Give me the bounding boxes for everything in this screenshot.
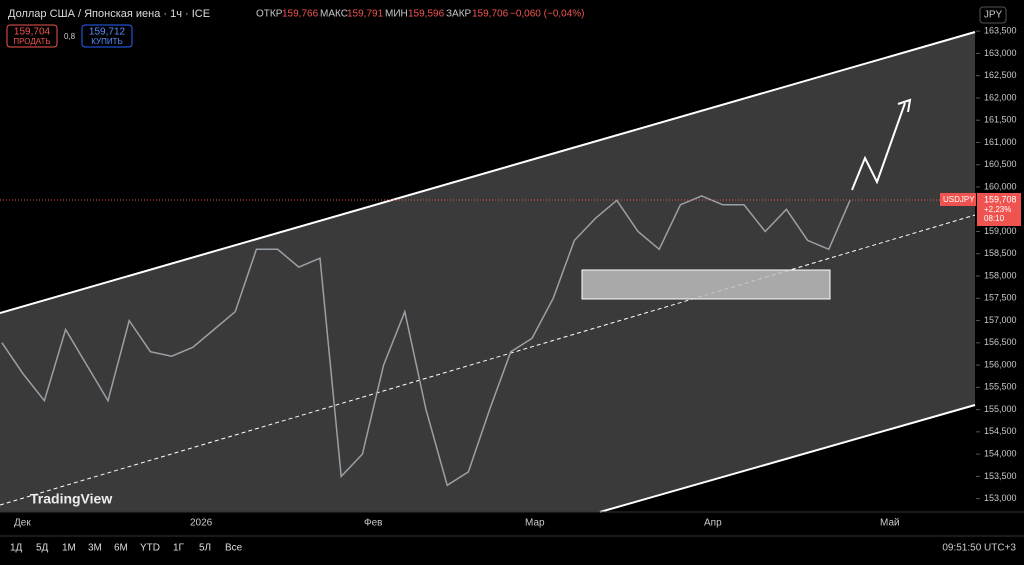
range-button[interactable]: 1Д — [10, 543, 23, 554]
y-tick-label: 155,000 — [984, 404, 1017, 414]
change: −0,060 (−0,04%) — [510, 9, 585, 20]
ohlc-value: 159,791 — [347, 9, 384, 20]
y-tick-label: 161,500 — [984, 115, 1017, 125]
x-label: Мар — [525, 518, 545, 529]
axis: 153,000 153,500 154,000 154,500 155,000 155,5… — [976, 26, 1017, 503]
symbol-label: USDJPY — [943, 195, 975, 204]
y-tick-label: 156,000 — [984, 359, 1017, 369]
toolbar: 1Д 5Д 1М 3М 6М YTD 1Г 5Л Все — [10, 543, 243, 554]
ohlc-value: 159,706 — [472, 9, 509, 20]
last-price-label: 159,708 — [984, 194, 1017, 204]
buy-label: КУПИТЬ — [91, 37, 122, 46]
y-tick-label: 157,000 — [984, 315, 1017, 325]
forecast-arrow — [851, 102, 906, 191]
currency-button[interactable] — [979, 6, 1007, 24]
range-button[interactable]: 3М — [88, 543, 102, 554]
y-tick-label: 161,000 — [984, 137, 1017, 147]
y-tick-label: 154,500 — [984, 426, 1017, 436]
ohlc-label: ЗАКР — [446, 9, 472, 20]
y-tick-label: 157,500 — [984, 293, 1017, 303]
y-tick-label: 153,500 — [984, 471, 1017, 481]
symbol: Доллар США / Японская иена · 1ч · ICE — [8, 8, 210, 20]
brand: TradingView — [30, 491, 112, 507]
x-label: Апр — [704, 518, 722, 529]
ohlc-value: 159,766 — [282, 9, 319, 20]
ohlc-label: ОТКР — [256, 9, 283, 20]
range-button[interactable]: 6М — [114, 543, 128, 554]
y-tick-label: 156,500 — [984, 337, 1017, 347]
x-label: Май — [880, 518, 900, 529]
symbol-tag — [940, 192, 976, 206]
y-tick-label: 160,500 — [984, 159, 1017, 169]
range-button[interactable]: 1М — [62, 543, 76, 554]
y-tick-label: 162,000 — [984, 92, 1017, 102]
y-tick-label: 160,000 — [984, 181, 1017, 191]
last-change: +2,23% — [984, 205, 1011, 214]
last-price-tag — [977, 192, 1021, 226]
y-tick-label: 159,000 — [984, 226, 1017, 236]
buy-price: 159,712 — [89, 27, 126, 38]
range-button[interactable]: 5Д — [36, 543, 49, 554]
y-tick-label: 163,000 — [984, 48, 1017, 58]
y-tick-label: 153,000 — [984, 493, 1017, 503]
x-label: Фев — [364, 518, 382, 529]
arrow-head — [897, 98, 912, 113]
range-button[interactable]: 1Г — [173, 543, 185, 554]
range-button[interactable]: 5Л — [199, 543, 211, 554]
price-line — [1, 195, 851, 487]
y-tick-label: 155,500 — [984, 382, 1017, 392]
channel-fill — [0, 32, 975, 512]
sell-button[interactable] — [6, 24, 58, 48]
range-button[interactable]: YTD — [140, 543, 160, 554]
channel-bottom — [599, 404, 976, 513]
channel-mid — [0, 214, 976, 506]
x-label: Дек — [14, 518, 31, 529]
y-tick-label: 162,500 — [984, 70, 1017, 80]
sell-label: ПРОДАТЬ — [13, 37, 50, 46]
channel-top — [0, 31, 976, 314]
y-tick-label: 158,500 — [984, 248, 1017, 258]
currency: JPY — [984, 10, 1003, 21]
countdown: 08:10 — [984, 214, 1005, 223]
clock: 09:51:50 UTC+3 — [942, 543, 1016, 554]
y-tick-label: 154,000 — [984, 448, 1017, 458]
buy-button[interactable] — [81, 24, 133, 48]
support-zone — [581, 269, 831, 300]
y-tick-label: 158,000 — [984, 270, 1017, 280]
x-label: 2026 — [190, 518, 213, 529]
ohlc-label: МИН — [385, 9, 408, 20]
ohlc-label: МАКС — [320, 9, 348, 20]
ohlc-value: 159,596 — [408, 9, 445, 20]
sell-price: 159,704 — [14, 27, 51, 38]
spread: 0,8 — [64, 32, 76, 41]
range-button[interactable]: Все — [225, 543, 243, 554]
y-tick-label: 163,500 — [984, 26, 1017, 36]
